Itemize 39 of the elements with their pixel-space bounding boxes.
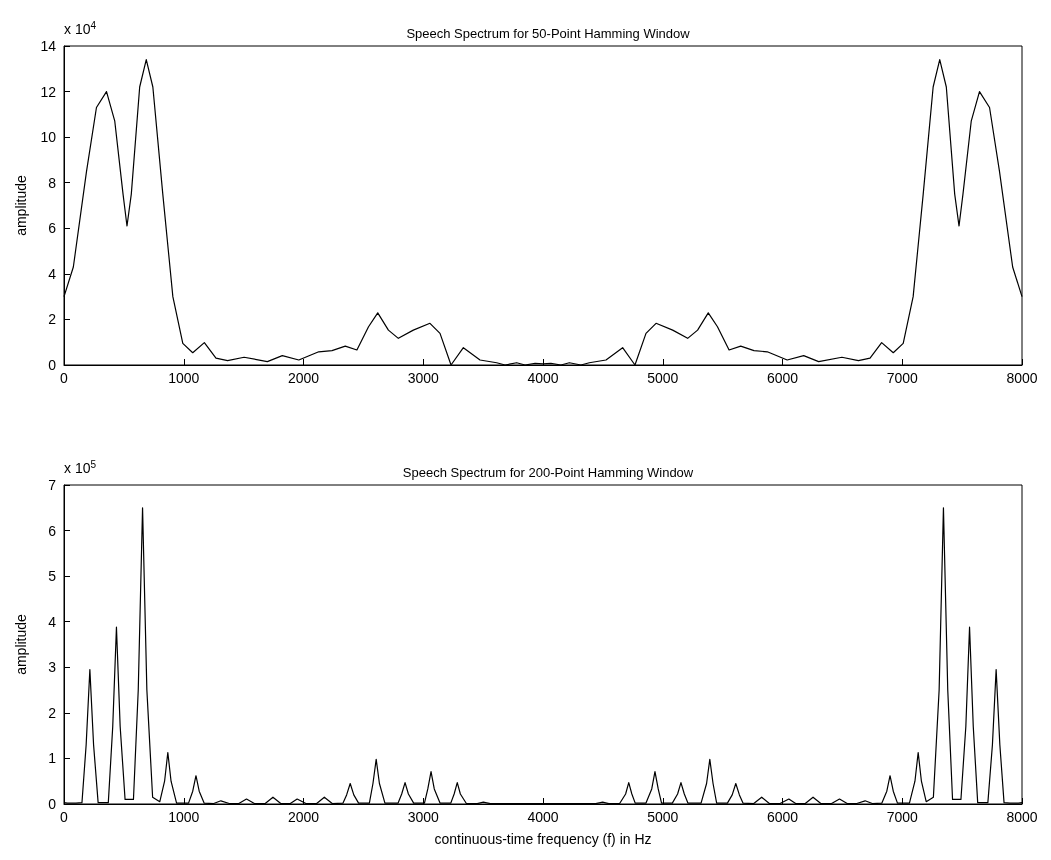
x-tick-label: 3000 bbox=[407, 370, 440, 386]
x-tick-label: 4000 bbox=[527, 809, 559, 825]
x-tick-label: 7000 bbox=[886, 370, 919, 386]
x-tick-label: 0 bbox=[60, 809, 69, 825]
x-tick-label: 2000 bbox=[287, 370, 320, 386]
x-tick-label: 8000 bbox=[1006, 370, 1038, 386]
x-tick-label: 1000 bbox=[168, 370, 200, 386]
chart-title: Speech Spectrum for 200-Point Hamming Window bbox=[402, 465, 694, 480]
y-tick-label: 8 bbox=[48, 174, 57, 191]
x-axis-title: continuous-time frequency (f) in Hz bbox=[434, 831, 652, 847]
y-tick-label: 6 bbox=[48, 220, 57, 237]
y-tick-label: 14 bbox=[40, 38, 57, 54]
x-tick-label: 0 bbox=[60, 370, 69, 386]
y-tick-label: 12 bbox=[40, 83, 57, 100]
x-tick-label: 6000 bbox=[766, 370, 799, 386]
y-tick-label: 0 bbox=[48, 357, 57, 373]
x-tick-label: 1000 bbox=[168, 809, 200, 825]
x-tick-label: 7000 bbox=[886, 809, 919, 825]
y-axis-title: amplitude bbox=[13, 613, 29, 675]
x-tick-label: 5000 bbox=[647, 370, 679, 386]
x-tick-label: 3000 bbox=[407, 809, 440, 825]
y-tick-label: 7 bbox=[48, 477, 57, 493]
y-tick-label: 2 bbox=[48, 704, 57, 721]
x-tick-label: 2000 bbox=[287, 809, 320, 825]
x-tick-label: 6000 bbox=[766, 809, 799, 825]
y-tick-label: 10 bbox=[40, 129, 57, 146]
x-tick-label: 5000 bbox=[647, 809, 679, 825]
x-tick-label: 4000 bbox=[527, 370, 559, 386]
y-tick-label: 2 bbox=[48, 311, 57, 328]
y-tick-label: 1 bbox=[48, 750, 57, 767]
y-tick-label: 3 bbox=[48, 659, 57, 676]
y-tick-label: 6 bbox=[48, 522, 57, 539]
y-tick-label: 5 bbox=[48, 568, 57, 585]
y-tick-label: 4 bbox=[48, 613, 57, 630]
x-tick-label: 8000 bbox=[1006, 809, 1038, 825]
y-axis-title: amplitude bbox=[13, 174, 29, 236]
y-tick-label: 0 bbox=[48, 796, 57, 812]
chart-title: Speech Spectrum for 50-Point Hamming Window bbox=[406, 26, 691, 41]
y-tick-label: 4 bbox=[48, 265, 57, 282]
